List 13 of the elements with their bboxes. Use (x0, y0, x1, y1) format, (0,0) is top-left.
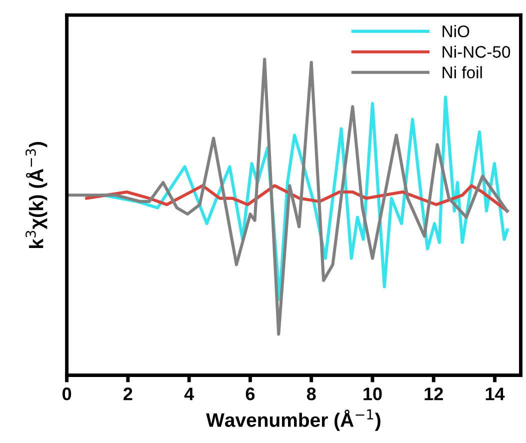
x-axis-title: Wavenumber (Å$^{−1}$) (206, 409, 380, 431)
x-tick-label: 8 (306, 388, 316, 400)
legend-label: NiO (442, 25, 470, 38)
x-tick-label: 14 (486, 388, 505, 400)
x-tick-label: 4 (184, 388, 194, 400)
y-axis-title: k$^{3}$χ(k) (Å$^{−3}$) (26, 142, 48, 248)
x-tick-label: 10 (364, 388, 382, 400)
x-tick-label: 6 (246, 388, 255, 400)
x-tick-label: 12 (424, 388, 443, 400)
x-tick-label: 2 (124, 388, 132, 400)
x-tick-label: 0 (62, 388, 72, 400)
legend-label: Ni foil (442, 66, 482, 78)
legend-label: Ni-NC-50 (442, 46, 510, 58)
